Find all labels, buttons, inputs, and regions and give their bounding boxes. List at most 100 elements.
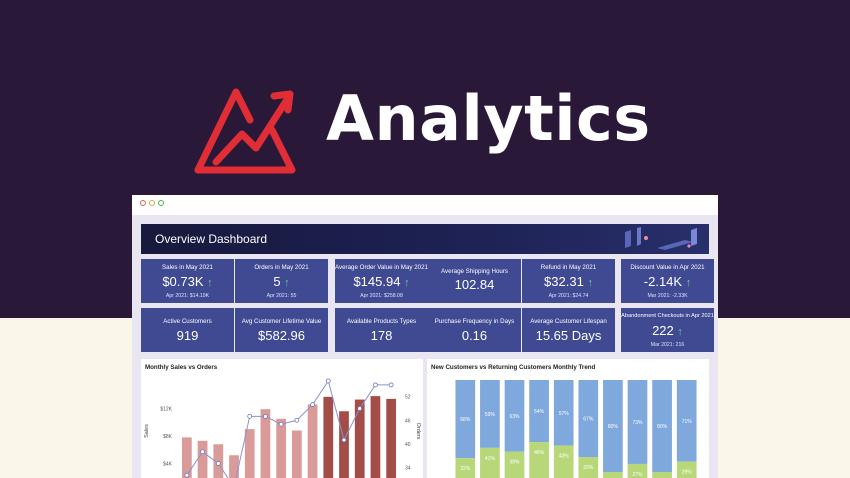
returning-customers-bar (480, 380, 500, 448)
kpi-average-shipping-hours[interactable]: Average Shipping Hours 102.84 (428, 259, 521, 303)
kpi-comparison: Apr 2021: $14.19K (165, 293, 210, 299)
kpi-label: Sales in May 2021 (162, 264, 213, 271)
orders-point (184, 472, 190, 478)
data-label: 43% (559, 454, 570, 460)
y2-tick-label: 34 (405, 465, 411, 471)
data-label: 63% (509, 414, 520, 420)
up-arrow-icon: ↑ (587, 277, 593, 289)
kpi-avg-customer-lifetime-value[interactable]: Avg Customer Lifetime Value $582.96 (235, 308, 328, 352)
kpi-available-product-types[interactable]: Available Products Types 178 (335, 308, 428, 352)
kpi-value: -2.14K ↑ (643, 274, 692, 289)
data-label: 57% (559, 411, 570, 417)
dashboard-header: Overview Dashboard (141, 224, 709, 254)
orders-point (388, 382, 394, 388)
kpi-value: $32.31 ↑ (544, 274, 593, 289)
kpi-abandonment-checkouts[interactable]: Abandonment Checkouts in Apr 2021 222 ↑ … (621, 308, 714, 352)
data-label: 32% (460, 466, 471, 472)
orders-point (278, 421, 284, 427)
returning-customers-bar (603, 380, 623, 472)
orders-line (186, 379, 392, 478)
kpi-refund-may[interactable]: Refund in May 2021 $32.31 ↑ Apr 2021: $2… (522, 259, 615, 303)
new-customers-bar (529, 442, 549, 478)
kpi-active-customers[interactable]: Active Customers 919 (141, 308, 234, 352)
data-label: 68% (460, 417, 471, 423)
kpi-discount-value[interactable]: Discount Value in Apr 2021 -2.14K ↑ Mar … (621, 259, 714, 303)
kpi-purchase-frequency[interactable]: Purchase Frequency in Days 0.16 (428, 308, 521, 352)
orders-point (357, 406, 363, 411)
sales-bar (291, 430, 302, 478)
data-label: 27% (632, 472, 643, 478)
kpi-value: 222 ↑ (652, 323, 683, 338)
zoho-analytics-logo-icon (194, 88, 296, 174)
data-label: 38% (509, 460, 520, 466)
kpi-comparison: Mar 2021: 216 (650, 342, 685, 348)
returning-customers-bar (676, 380, 697, 462)
y-tick-label: $12K (160, 407, 172, 413)
maximize-window-button[interactable] (158, 200, 164, 206)
sales-bar (181, 437, 192, 478)
orders-point (310, 402, 315, 407)
y-tick-label: $8K (163, 434, 173, 440)
kpi-value: 0.16 (461, 328, 488, 343)
new-customers-bar (603, 472, 623, 478)
sales-vs-orders-panel[interactable]: Monthly Sales vs Orders Sales Orders $4K $8… (141, 359, 423, 478)
up-arrow-icon: ↑ (685, 277, 692, 289)
kpi-value: 178 (370, 328, 393, 343)
close-window-button[interactable] (140, 200, 146, 206)
data-label: 46% (534, 450, 545, 456)
new-customers-bar (504, 451, 525, 478)
data-label: 67% (583, 417, 594, 423)
new-customers-bar (480, 447, 500, 478)
kpi-comparison: Apr 2021: $258.08 (360, 293, 403, 299)
kpi-value: 102.84 (454, 277, 495, 292)
returning-customers-bar (529, 380, 549, 443)
kpi-label: Purchase Frequency in Days (434, 318, 515, 325)
new-customers-bar (578, 457, 599, 478)
chart-title: New Customers vs Returning Customers Mon… (431, 364, 596, 371)
data-label: 71% (682, 419, 693, 425)
kpi-average-order-value[interactable]: Average Order Value in May 2021 $145.94 … (335, 259, 428, 303)
orders-point (200, 449, 205, 455)
sales-bar (323, 396, 334, 478)
dashboard-title: Overview Dashboard (155, 232, 268, 246)
kpi-label: Available Products Types (346, 318, 417, 325)
kpi-orders-may[interactable]: Orders in May 2021 5 ↑ Apr 2021: 55 (235, 259, 328, 303)
y2-tick-label: 46 (405, 418, 411, 424)
kpi-label: Average Shipping Hours (441, 268, 508, 275)
kpi-label: Active Customers (163, 318, 212, 325)
kpi-value: $582.96 (258, 328, 305, 343)
chart-title: Monthly Sales vs Orders (145, 364, 218, 371)
sales-vs-orders-chart: Sales Orders $4K $8K $12K 34 40 46 52 (144, 378, 421, 478)
y-tick-label: $4K (163, 462, 173, 468)
orders-point (294, 417, 300, 423)
orders-point (263, 413, 268, 419)
minimize-window-button[interactable] (149, 200, 155, 206)
up-arrow-icon: ↑ (404, 277, 410, 289)
data-label: 41% (485, 456, 496, 462)
kpi-label: Orders in May 2021 (254, 264, 309, 271)
dashboard-window: Overview Dashboard Sales in May 2021 $0.… (132, 195, 718, 478)
kpi-sales-may[interactable]: Sales in May 2021 $0.73K ↑ Apr 2021: $14… (141, 259, 234, 303)
sales-bar (354, 399, 365, 478)
kpi-label: Abandonment Checkouts in Apr 2021 (621, 313, 714, 319)
data-label: 54% (534, 409, 545, 415)
sales-bar (339, 411, 349, 478)
customer-trend-panel[interactable]: New Customers vs Returning Customers Mon… (427, 359, 709, 478)
new-customers-bar (553, 445, 574, 478)
kpi-average-customer-lifespan[interactable]: Average Customer Lifespan 15.65 Days (522, 308, 615, 352)
sales-bar (276, 418, 287, 478)
returning-customers-bar (578, 380, 599, 458)
up-arrow-icon: ↑ (677, 326, 683, 338)
kpi-value: 919 (176, 328, 199, 343)
kpi-label: Average Customer Lifespan (530, 318, 607, 325)
hero-banner: Analytics (0, 0, 850, 195)
window-titlebar (132, 195, 718, 215)
up-arrow-icon: ↑ (284, 277, 290, 289)
orders-point (247, 413, 253, 419)
sales-bar (260, 409, 271, 478)
returning-customers-bar (627, 380, 648, 464)
kpi-value: $145.94 ↑ (353, 274, 410, 289)
header-decoration-icon (625, 227, 697, 250)
data-label: 29% (682, 470, 693, 476)
dashboard-frame: Overview Dashboard Sales in May 2021 $0.… (132, 215, 718, 478)
